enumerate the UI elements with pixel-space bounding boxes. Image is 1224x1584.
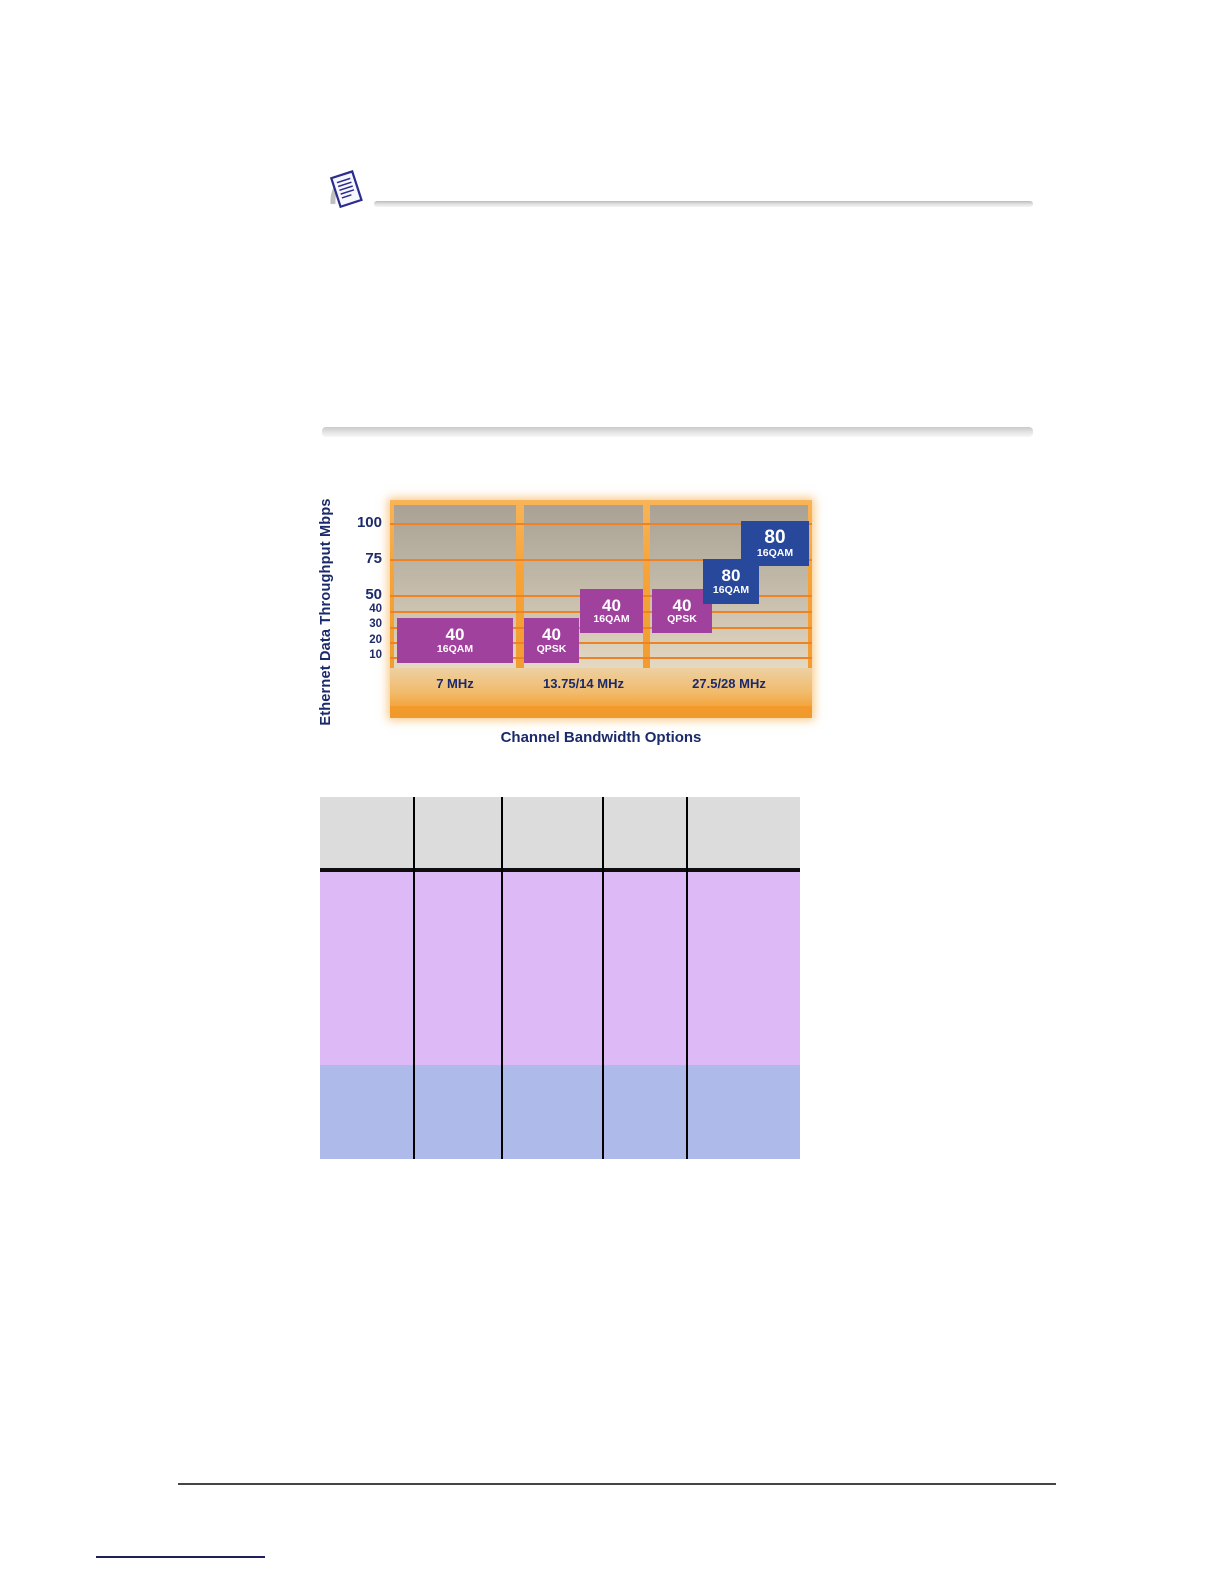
bar-value: 80 [721,566,741,586]
gridline-100 [390,523,812,525]
y-tick-75: 75 [365,550,382,567]
y-tick-30: 30 [369,618,382,630]
bar-value: 80 [764,527,786,549]
chart-bar-28mhz-16qam-80-high: 80 16QAM [741,521,809,566]
y-tick-100: 100 [356,514,382,531]
note-icon-graphic [329,170,363,209]
chart-bar-28mhz-16qam-80-low: 80 16QAM [703,559,759,604]
table-column-divider [686,797,688,1159]
chart-y-axis-title: Ethernet Data Throughput Mbps [318,498,334,726]
y-tick-40: 40 [369,603,382,615]
band-label-14mhz: 13.75/14 MHz [543,676,624,691]
y-tick-50: 50 [365,586,382,603]
bar-modulation: 16QAM [436,642,474,655]
band-label-7mhz: 7 MHz [436,676,474,691]
footer-rule [178,1483,1056,1485]
chart-x-axis-title: Channel Bandwidth Options [500,729,702,746]
table-body-upper-section [320,872,800,1065]
table-column-divider [413,797,415,1159]
table-header-rule [320,868,800,872]
note-icon [326,168,368,214]
x-axis-label-band [390,668,812,706]
table-column-divider [501,797,503,1159]
chart-bar-28mhz-qpsk-40: 40 QPSK [652,589,712,633]
bar-value: 40 [672,595,692,615]
bar-modulation: 16QAM [593,613,630,626]
table-body-lower-section [320,1065,800,1159]
table-header-row [320,797,800,868]
bar-modulation: QPSK [536,642,567,655]
bar-modulation: QPSK [667,613,697,626]
bar-value: 40 [602,595,621,615]
gridline-75 [390,559,812,561]
data-table [320,797,800,1159]
chart-bar-14mhz-qpsk-40: 40 QPSK [524,618,579,663]
bar-value: 40 [445,625,465,645]
gridline-10 [390,657,812,659]
y-tick-20: 20 [369,634,382,646]
band-label-28mhz: 27.5/28 MHz [692,676,766,691]
footnote-link-rule [96,1556,265,1558]
bar-modulation: 16QAM [712,583,750,596]
bar-modulation: 16QAM [756,546,794,559]
chart-plot-area: 40 16QAM 40 QPSK 40 16QAM 40 QPSK 80 16Q… [390,500,812,718]
section-divider-main [322,427,1033,437]
gridline-20 [390,642,812,644]
y-tick-10: 10 [369,649,382,661]
section-divider-top [374,201,1033,207]
table-column-divider [602,797,604,1159]
chart-bar-14mhz-16qam-40: 40 16QAM [580,589,643,633]
bar-value: 40 [542,625,561,645]
chart-bar-7mhz-16qam-40: 40 16QAM [397,618,513,663]
